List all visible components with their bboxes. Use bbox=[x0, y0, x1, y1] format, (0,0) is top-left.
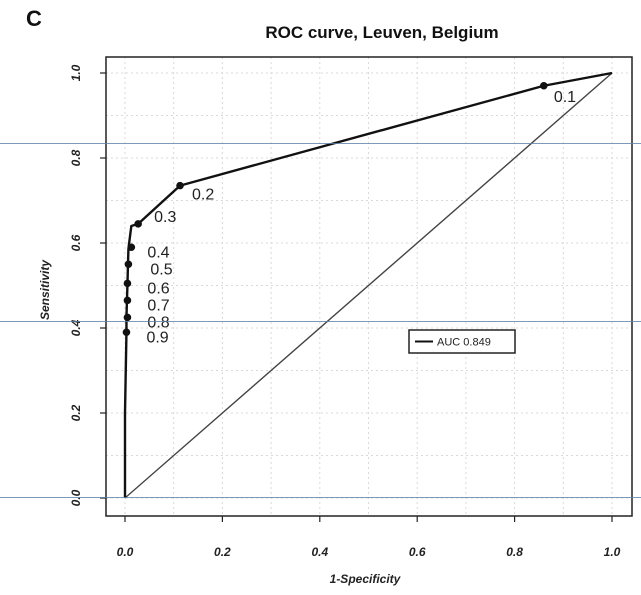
threshold-point bbox=[127, 243, 136, 252]
threshold-point bbox=[123, 296, 132, 305]
threshold-point bbox=[176, 181, 184, 190]
axes: 0.0 0.2 0.4 0.6 0.8 1.00.00.20.40.60.81.0 bbox=[69, 56, 633, 559]
threshold-label: 0.9 bbox=[146, 329, 168, 346]
threshold-label: 0.5 bbox=[150, 261, 172, 278]
plot-frame bbox=[105, 56, 633, 517]
grid bbox=[106, 57, 632, 516]
threshold-point bbox=[540, 81, 548, 90]
threshold-label: 0.7 bbox=[147, 297, 169, 314]
x-tick-label: 0.8 bbox=[506, 545, 523, 559]
threshold-point bbox=[122, 328, 131, 337]
x-tick-label: 0.0 bbox=[117, 545, 134, 559]
threshold-label: 0.1 bbox=[554, 89, 576, 106]
threshold-label: 0.2 bbox=[192, 187, 214, 204]
y-tick-label: 0.4 bbox=[69, 319, 83, 336]
y-tick-label: 0.6 bbox=[69, 234, 83, 251]
legend-box bbox=[408, 329, 516, 354]
x-tick-label: 0.4 bbox=[311, 545, 328, 559]
y-tick-label: 0.8 bbox=[69, 149, 83, 166]
diagonal-reference-line bbox=[124, 72, 613, 499]
threshold-label: 0.6 bbox=[147, 280, 169, 297]
x-tick-label: 0.6 bbox=[409, 545, 426, 559]
threshold-point bbox=[134, 220, 142, 228]
chart-title: ROC curve, Leuven, Belgium bbox=[265, 23, 498, 42]
y-axis-label: Sensitivity bbox=[38, 259, 52, 320]
threshold-point bbox=[123, 279, 132, 288]
legend: AUC 0.849 bbox=[408, 329, 516, 354]
threshold-label: 0.4 bbox=[147, 244, 169, 261]
y-tick-label: 0.2 bbox=[69, 404, 83, 421]
threshold-point bbox=[124, 260, 133, 269]
threshold-labels: 0.1 0.2 0.3 0.40.5 0.60.70.80.9 bbox=[146, 89, 576, 347]
panel-label: C bbox=[26, 6, 42, 31]
threshold-label: 0.8 bbox=[147, 314, 169, 331]
threshold-label: 0.3 bbox=[154, 209, 176, 226]
legend-label: AUC 0.849 bbox=[437, 337, 491, 349]
separator-line bbox=[0, 143, 641, 144]
separator-line bbox=[0, 321, 641, 322]
y-tick-label: 1.0 bbox=[69, 64, 83, 81]
x-tick-label: 0.2 bbox=[214, 545, 231, 559]
threshold-point bbox=[123, 313, 132, 322]
x-tick-label: 1.0 bbox=[604, 545, 621, 559]
separator-line bbox=[0, 497, 641, 498]
x-axis-label: 1-Specificity bbox=[330, 572, 402, 586]
